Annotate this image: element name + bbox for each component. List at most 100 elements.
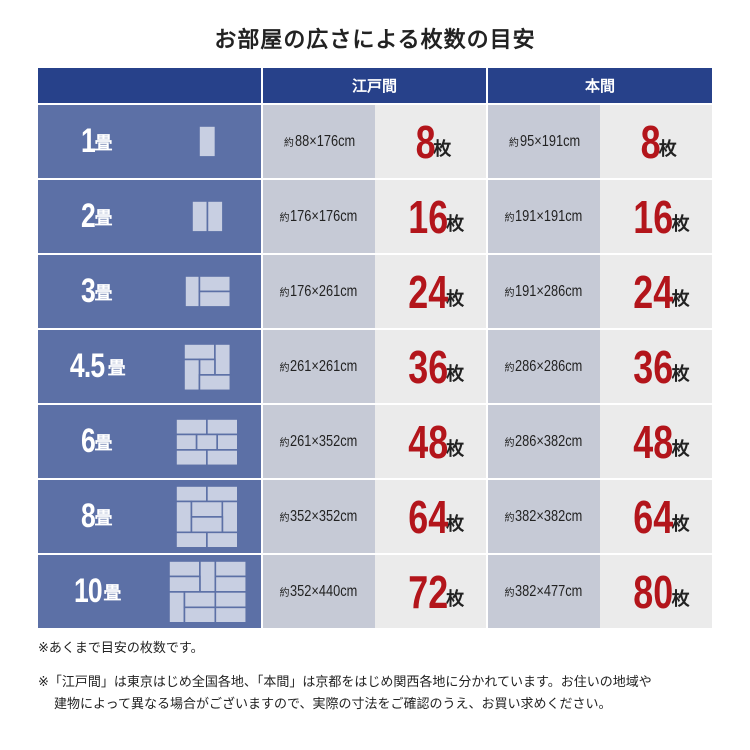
edo-count-number: 48 <box>408 415 449 468</box>
edo-count: 72 枚 <box>397 569 464 615</box>
count-unit: 枚 <box>446 363 465 385</box>
hon-dimension-value: 286×286cm <box>515 357 583 375</box>
approx-prefix: 約 <box>504 362 515 374</box>
tatami-3-icon-svg <box>183 275 231 308</box>
hon-dimension: 約 286×382cm <box>504 433 583 451</box>
hon-dimension-cell: 約 191×191cm <box>488 180 600 253</box>
tatami-2-icon-svg <box>190 200 224 233</box>
tatami-mat <box>216 433 239 451</box>
tatami-mat <box>206 200 224 233</box>
tatami-4-5-icon-svg <box>183 342 232 391</box>
edo-dimension-value: 261×352cm <box>290 432 358 450</box>
edo-dimension-cell: 約 176×176cm <box>263 180 375 253</box>
count-unit: 枚 <box>658 138 677 160</box>
size-unit: 畳 <box>107 357 126 379</box>
tatami-mat <box>214 559 247 577</box>
header-honma: 本間 <box>488 68 712 103</box>
hon-count-number: 64 <box>633 490 674 543</box>
tatami-mat <box>190 200 208 233</box>
table-row: 8 畳約 352×352cm 64 枚約 382×382cm 64 枚 <box>38 480 712 553</box>
tatami-mat <box>221 500 239 533</box>
size-unit: 畳 <box>94 507 113 529</box>
hon-count: 24 枚 <box>622 269 690 315</box>
size-number: 6 <box>80 422 96 460</box>
count-unit: 枚 <box>446 513 465 535</box>
tatami-4-5-icon <box>153 330 261 403</box>
tatami-mat <box>175 448 208 466</box>
hon-dimension-cell: 約 191×286cm <box>488 255 600 328</box>
hon-dimension-value: 191×191cm <box>515 207 583 225</box>
hon-count-cell: 48 枚 <box>600 405 712 478</box>
approx-prefix: 約 <box>279 512 290 524</box>
edo-count-number: 24 <box>408 265 449 318</box>
size-number: 8 <box>80 497 96 535</box>
size-number: 1 <box>80 122 96 160</box>
hon-count-cell: 80 枚 <box>600 555 712 628</box>
edo-dimension: 約 176×261cm <box>279 283 358 301</box>
tatami-8-icon-svg <box>175 484 239 549</box>
edo-count-cell: 72 枚 <box>375 555 486 628</box>
count-unit: 枚 <box>671 588 690 610</box>
size-number: 2 <box>80 197 96 235</box>
count-unit: 枚 <box>433 138 452 160</box>
tatami-2-icon <box>153 180 261 253</box>
edo-dimension-cell: 約 88×176cm <box>263 105 375 178</box>
hon-count-number: 80 <box>633 565 674 618</box>
hon-count-cell: 24 枚 <box>600 255 712 328</box>
edo-count-number: 16 <box>408 190 449 243</box>
size-unit: 畳 <box>103 582 122 604</box>
tatami-size-table: 江戸間 本間 1 畳約 88×176cm 8 枚約 95×191cm 8 枚 2 畳約 176×17… <box>38 68 712 628</box>
hon-count-number: 36 <box>633 340 674 393</box>
edo-dimension-value: 176×261cm <box>290 282 358 300</box>
tatami-mat <box>175 500 193 533</box>
tatami-mat <box>175 433 198 451</box>
note-regions-line1: ※「江戸間」は東京はじめ全国各地、「本間」は京都をはじめ関西各地に分かれています… <box>38 675 652 690</box>
hon-dimension-value: 95×191cm <box>519 132 581 150</box>
edo-dimension-value: 176×176cm <box>290 207 358 225</box>
edo-count: 16 枚 <box>397 194 464 240</box>
edo-count: 24 枚 <box>397 269 464 315</box>
edo-dimension-value: 88×176cm <box>294 132 356 150</box>
edo-count-number: 36 <box>408 340 449 393</box>
count-unit: 枚 <box>671 363 690 385</box>
tatami-mat <box>198 559 216 593</box>
tatami-1-icon <box>153 105 261 178</box>
tatami-10-icon <box>153 555 261 628</box>
page-title: お部屋の広さによる枚数の目安 <box>214 28 536 53</box>
edo-count-cell: 16 枚 <box>375 180 486 253</box>
hon-count-cell: 64 枚 <box>600 480 712 553</box>
hon-dimension-value: 191×286cm <box>515 282 583 300</box>
edo-count-cell: 64 枚 <box>375 480 486 553</box>
count-unit: 枚 <box>446 588 465 610</box>
tatami-10-icon-svg <box>167 559 247 624</box>
hon-dimension-cell: 約 382×382cm <box>488 480 600 553</box>
tatami-mat <box>183 590 216 608</box>
size-label: 10 畳 <box>38 555 153 628</box>
edo-dimension: 約 352×352cm <box>279 508 358 526</box>
approx-prefix: 約 <box>279 587 290 599</box>
size-number: 3 <box>80 272 96 310</box>
edo-count-number: 72 <box>408 565 449 618</box>
hon-count: 64 枚 <box>622 490 690 543</box>
tatami-mat <box>206 484 239 502</box>
tatami-mat <box>183 358 201 391</box>
size-unit: 畳 <box>94 207 113 229</box>
tatami-8-icon <box>153 480 261 553</box>
tatami-mat <box>190 515 224 533</box>
count-unit: 枚 <box>446 288 465 310</box>
tatami-mat <box>175 417 208 435</box>
edo-count: 36 枚 <box>397 344 464 390</box>
size-unit: 畳 <box>94 132 113 154</box>
edo-dimension-cell: 約 261×261cm <box>263 330 375 403</box>
approx-prefix: 約 <box>283 137 294 149</box>
tatami-mat <box>175 484 208 502</box>
tatami-mat <box>206 531 239 549</box>
edo-count-cell: 36 枚 <box>375 330 486 403</box>
